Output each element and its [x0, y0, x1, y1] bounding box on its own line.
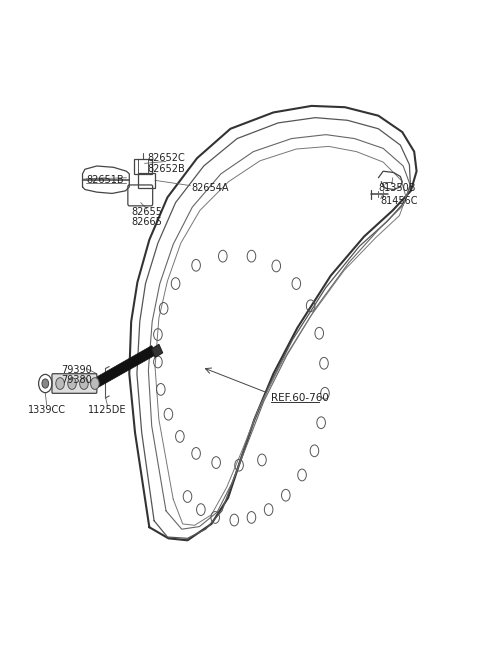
FancyBboxPatch shape [52, 374, 97, 394]
Text: 81350B: 81350B [379, 182, 416, 193]
Text: 82665: 82665 [132, 217, 162, 227]
Text: 79390: 79390 [61, 365, 92, 375]
Text: 82652C: 82652C [147, 153, 185, 163]
Circle shape [91, 378, 99, 390]
Circle shape [80, 378, 88, 390]
Text: 1125DE: 1125DE [88, 405, 127, 415]
Text: 82654A: 82654A [192, 182, 229, 193]
Text: 81456C: 81456C [381, 195, 418, 205]
Text: 1339CC: 1339CC [28, 405, 66, 415]
Text: 79380: 79380 [61, 375, 92, 385]
Circle shape [68, 378, 76, 390]
Polygon shape [152, 344, 163, 358]
Circle shape [56, 378, 64, 390]
Polygon shape [86, 346, 157, 392]
Text: 82652B: 82652B [147, 163, 185, 174]
Text: REF.60-760: REF.60-760 [271, 393, 329, 403]
Circle shape [42, 379, 48, 388]
Text: 82655: 82655 [132, 207, 162, 217]
Text: 82651B: 82651B [86, 175, 124, 186]
